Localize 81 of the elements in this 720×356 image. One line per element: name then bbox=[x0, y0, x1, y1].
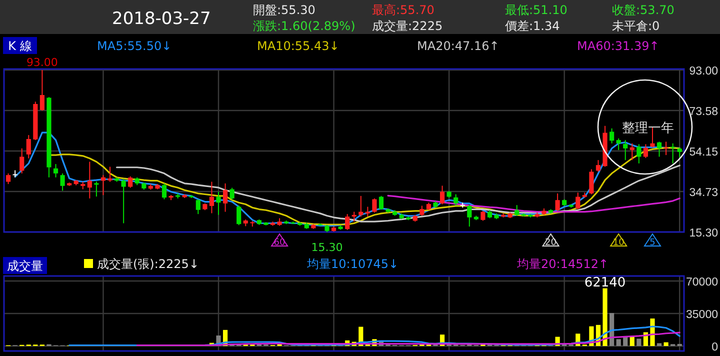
candlestick bbox=[656, 141, 662, 158]
candlestick bbox=[677, 147, 682, 158]
candlestick bbox=[589, 168, 594, 195]
y-tick-label: 35000 bbox=[686, 309, 718, 321]
text: 漲跌:1.60(2.89%) bbox=[253, 19, 356, 33]
candlestick bbox=[162, 182, 167, 200]
candlestick bbox=[53, 164, 58, 178]
candlestick bbox=[26, 134, 31, 159]
candlestick bbox=[467, 204, 472, 228]
text: 最低:51.10 bbox=[505, 3, 568, 17]
bar bbox=[616, 339, 621, 346]
annotation: 93.00 bbox=[26, 56, 58, 69]
text: 價差:1.34 bbox=[505, 19, 560, 33]
text: 均量20:14512↑ bbox=[516, 257, 609, 271]
candlestick bbox=[378, 195, 384, 210]
y-tick-label: 93.00 bbox=[689, 66, 718, 78]
candlestick bbox=[664, 141, 668, 156]
annotation: 整理一年 bbox=[622, 121, 674, 136]
text: 成交量:2225 bbox=[372, 19, 443, 33]
candlestick bbox=[630, 142, 634, 161]
text: 5 bbox=[650, 238, 656, 248]
bar bbox=[602, 288, 608, 346]
candlestick bbox=[345, 214, 350, 230]
candlestick bbox=[358, 195, 364, 218]
chart-subtitle: K 線 bbox=[8, 39, 32, 53]
data-label: 62140 bbox=[584, 275, 626, 290]
candlestick bbox=[216, 191, 221, 216]
candlestick bbox=[420, 205, 424, 216]
candlestick bbox=[128, 176, 133, 188]
candlestick bbox=[6, 172, 11, 185]
candlestick bbox=[616, 138, 621, 151]
candlestick bbox=[121, 178, 126, 224]
candlestick bbox=[480, 210, 486, 222]
candlestick bbox=[20, 148, 24, 174]
candlestick bbox=[643, 144, 648, 158]
candlestick bbox=[623, 140, 628, 161]
candlestick bbox=[636, 144, 642, 164]
candlestick bbox=[454, 194, 458, 206]
candlestick bbox=[209, 181, 214, 214]
bar bbox=[664, 342, 668, 346]
candlestick bbox=[670, 142, 676, 164]
text: MA5:55.50↓ bbox=[97, 39, 172, 53]
text: 收盤:53.70 bbox=[612, 3, 674, 17]
candlestick bbox=[40, 70, 44, 112]
text: 最高:55.70 bbox=[372, 3, 434, 17]
text: 未平倉:0 bbox=[612, 19, 660, 33]
y-tick-label: 34.73 bbox=[689, 186, 718, 199]
candlestick bbox=[87, 161, 92, 199]
chart-title: 2018-03-27 bbox=[112, 9, 211, 29]
candlestick bbox=[372, 198, 377, 214]
bar bbox=[630, 336, 634, 346]
candlestick bbox=[108, 166, 112, 182]
legend-label: 成交量(張):2225↓ bbox=[97, 257, 199, 271]
bar bbox=[656, 343, 662, 346]
y-tick-label: 73.58 bbox=[689, 106, 718, 118]
candlestick bbox=[514, 204, 520, 216]
y-tick-label: 54.15 bbox=[689, 146, 718, 158]
candlestick bbox=[196, 198, 200, 215]
annotation: 15.30 bbox=[311, 241, 343, 254]
candlestick bbox=[222, 182, 228, 212]
text: MA20:47.16↑ bbox=[417, 39, 500, 53]
candlestick bbox=[94, 181, 99, 198]
text: MA60:31.39↑ bbox=[577, 39, 660, 53]
y-tick-label: 70000 bbox=[686, 276, 718, 288]
text: 開盤:55.30 bbox=[253, 3, 316, 17]
bar bbox=[636, 338, 642, 346]
candlestick bbox=[596, 160, 601, 172]
candlestick bbox=[650, 126, 655, 148]
line-series bbox=[136, 332, 680, 346]
candlestick bbox=[555, 192, 560, 212]
text: MA10:55.43↓ bbox=[257, 39, 340, 53]
candlestick bbox=[576, 192, 580, 210]
candlestick bbox=[440, 185, 445, 205]
y-tick-label: 0 bbox=[712, 342, 718, 354]
y-tick-label: 15.30 bbox=[689, 228, 718, 240]
candlestick bbox=[230, 187, 234, 201]
candlestick bbox=[236, 205, 242, 226]
text: 均量10:10745↓ bbox=[306, 257, 399, 271]
candlestick bbox=[610, 128, 614, 144]
candlestick bbox=[60, 172, 65, 192]
chart-title: 成交量 bbox=[7, 259, 43, 273]
